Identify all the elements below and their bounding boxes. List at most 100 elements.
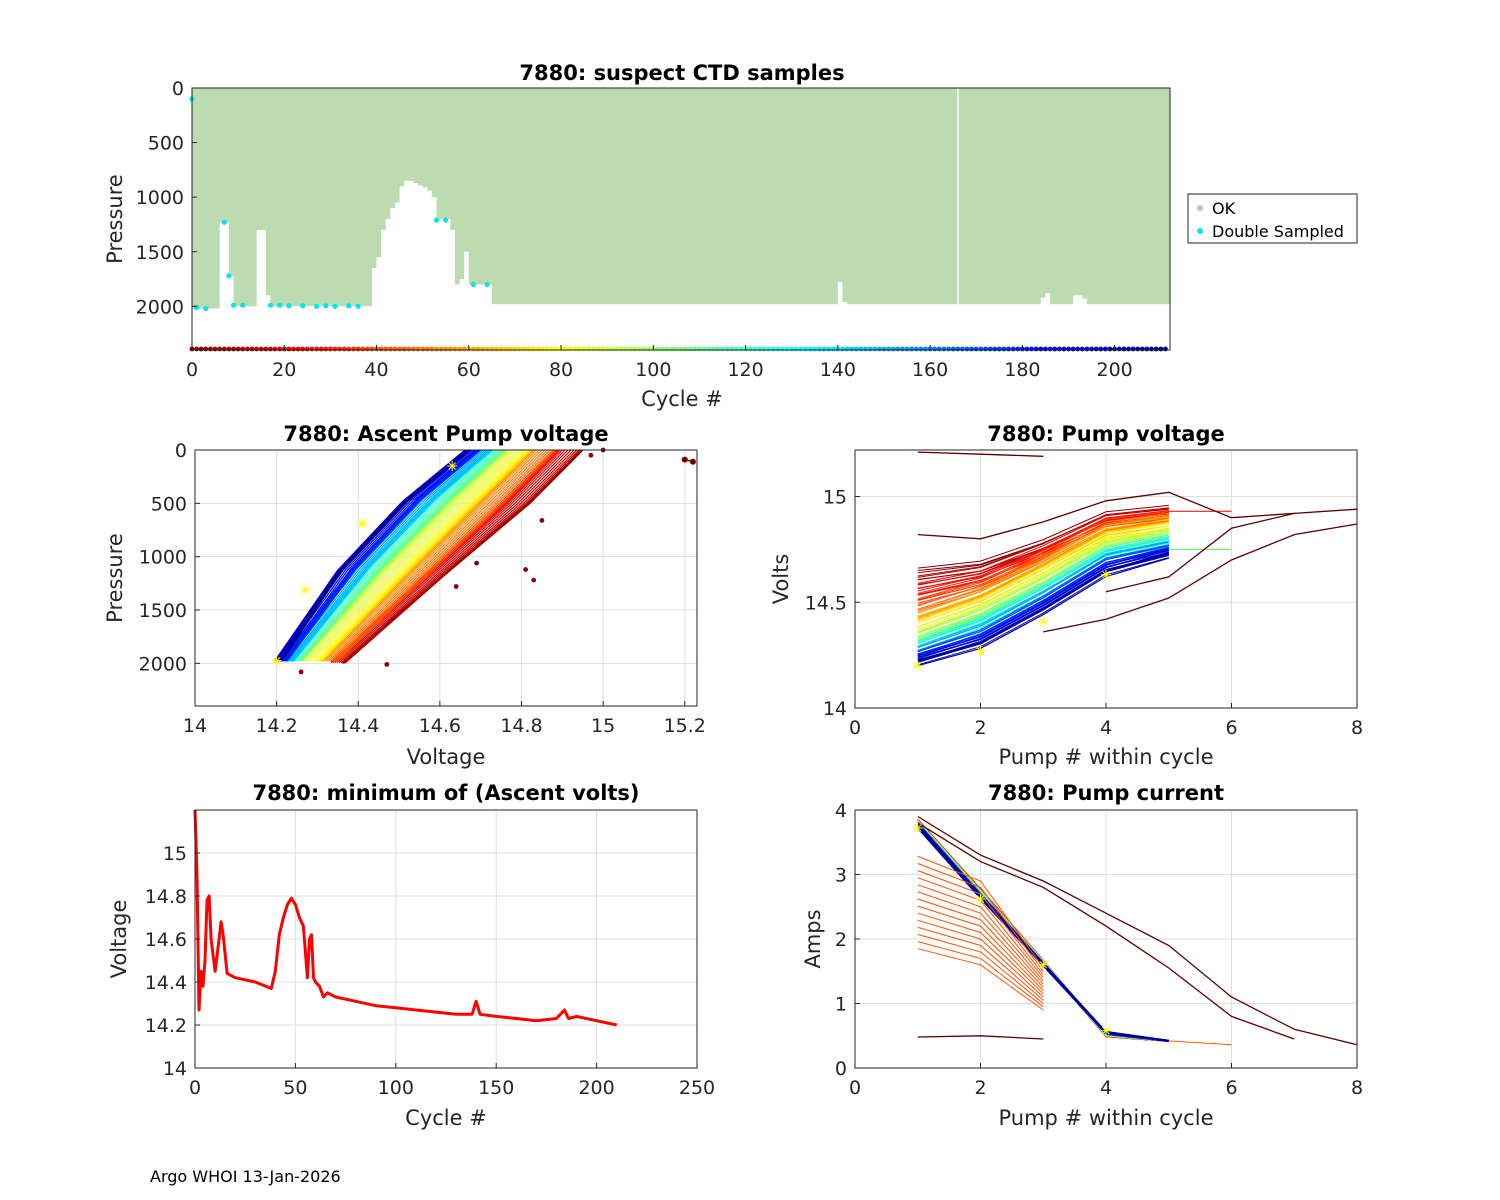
- cycle-color-dot: [641, 346, 647, 352]
- ascent-profile-line: [328, 449, 543, 662]
- cycle-color-dot: [766, 346, 772, 352]
- legend-ok-marker: [1197, 205, 1203, 211]
- pumpv-xlabel: Pump # within cycle: [999, 745, 1214, 769]
- pumpv-cycle-line: [917, 532, 1169, 637]
- cycle-color-dot: [1126, 346, 1131, 352]
- minv-panel: 0 50 100 150 200 250 14 14.2 14.4 14.6 14.8 15 7880…: [107, 781, 715, 1130]
- cycle-color-dot: [697, 346, 702, 352]
- ctd-xlabel: Cycle #: [641, 387, 723, 411]
- footer-label: Argo WHOI 13-Jan-2026: [150, 1167, 341, 1186]
- ascent-profile-line: [300, 449, 505, 662]
- ascent-profile-line: [334, 449, 551, 662]
- legend-ok-label: OK: [1212, 199, 1236, 218]
- pumpc-early-low-line: [917, 891, 1044, 985]
- cycle-color-dot: [614, 346, 619, 352]
- ascent-profile-line: [289, 449, 489, 662]
- pumpc-xtick-label: 4: [1100, 1077, 1112, 1099]
- cycle-color-dot: [1061, 346, 1067, 352]
- minv-plot-area: [193, 809, 618, 1027]
- pumpv-xtick-label: 6: [1225, 717, 1237, 739]
- cycle-color-dot: [429, 346, 435, 352]
- cycle-color-dot: [212, 346, 218, 352]
- minv-xtick-label: 100: [378, 1077, 414, 1099]
- ascent-profile-line: [281, 449, 471, 662]
- pumpv-panel: 0 2 4 6 8 14 14.5 15 7880: Pump voltage Pump # …: [769, 422, 1363, 769]
- pumpv-cycle-line: [917, 516, 1169, 614]
- double-sampled-point: [484, 281, 490, 288]
- pumpc-latest-marker: [912, 823, 923, 834]
- cycle-color-dot: [1010, 346, 1016, 352]
- pumpc-early-low-line: [917, 934, 1044, 1004]
- minv-title: 7880: minimum of (Ascent volts): [252, 781, 639, 805]
- cycle-color-dot: [720, 346, 725, 352]
- cycle-color-dot: [895, 346, 901, 352]
- ascent-profile-line: [276, 449, 467, 662]
- ascent-profile-line: [283, 449, 477, 662]
- cycle-color-dot: [595, 346, 601, 352]
- cycle-color-dot: [277, 346, 283, 352]
- minv-ylabel: Voltage: [107, 900, 131, 979]
- pumpv-xtick-label: 8: [1351, 717, 1363, 739]
- cycle-color-dot: [245, 346, 250, 352]
- cycle-color-dot: [1121, 346, 1127, 352]
- cycle-color-dot: [1135, 346, 1141, 352]
- cycle-color-dot: [332, 346, 338, 352]
- cycle-color-dot: [664, 346, 670, 352]
- pumpc-tail-line: [1168, 1040, 1232, 1046]
- minv-xtick-label: 250: [679, 1077, 715, 1099]
- cycle-color-dot: [747, 346, 753, 352]
- cycle-color-dot: [226, 346, 232, 352]
- pumpv-ytick-label: 15: [823, 487, 847, 509]
- cycle-color-dot: [618, 346, 624, 352]
- pumpc-xlabel: Pump # within cycle: [999, 1106, 1214, 1130]
- pumpc-early-low-line: [917, 898, 1044, 988]
- cycle-color-dot: [987, 346, 993, 352]
- ascent-title: 7880: Ascent Pump voltage: [283, 422, 608, 446]
- ascent-profile-line: [285, 449, 484, 662]
- pumpc-xtick-label: 2: [974, 1077, 986, 1099]
- pumpv-cycle-line: [917, 552, 1169, 662]
- pumpv-latest-marker: [975, 645, 986, 656]
- ascent-profile-line: [343, 449, 580, 664]
- cycle-color-dot: [406, 346, 412, 352]
- pumpv-cycle-line: [917, 523, 1169, 624]
- cycle-color-dot: [309, 346, 315, 352]
- pumpv-cycle-line: [917, 546, 1169, 655]
- ascent-profile-line: [323, 449, 537, 662]
- cycle-color-dot: [858, 346, 864, 352]
- cycle-color-dot: [660, 346, 665, 352]
- cycle-color-dot: [346, 346, 352, 352]
- cycle-color-dot: [208, 346, 213, 352]
- ascent-profile-line: [295, 449, 500, 662]
- cycle-color-dot: [844, 346, 850, 352]
- cycle-color-dot: [272, 346, 278, 352]
- cycle-color-dot: [1144, 346, 1150, 352]
- cycle-color-dot: [646, 346, 652, 352]
- cycle-color-dot: [480, 346, 485, 352]
- pumpc-early-line: [917, 1035, 1044, 1040]
- cycle-color-dot: [687, 346, 693, 352]
- cycle-color-dot: [1153, 346, 1159, 352]
- cycle-color-dot: [517, 346, 522, 352]
- pumpv-cycle-line: [917, 512, 1169, 607]
- cycle-color-dot: [1006, 346, 1011, 352]
- ascent-profile-line: [301, 449, 509, 662]
- cycle-color-dot: [890, 346, 896, 352]
- ascent-profile-line: [320, 449, 531, 662]
- ascent-profile-line: [279, 449, 473, 662]
- cycle-color-dot: [392, 346, 398, 352]
- double-sampled-point: [286, 303, 292, 309]
- pumpv-cycle-line: [917, 548, 1169, 657]
- cycle-color-dot: [1056, 346, 1062, 352]
- cycle-color-dot: [724, 346, 730, 352]
- cycle-color-dot: [1024, 346, 1030, 352]
- legend-double-label: Double Sampled: [1212, 222, 1344, 241]
- double-sampled-point: [470, 281, 476, 288]
- cycle-color-dot: [789, 346, 795, 352]
- ascent-ylabel: Pressure: [103, 533, 127, 623]
- cycle-color-dot: [886, 346, 891, 352]
- pumpv-cycle-line: [917, 525, 1169, 628]
- cycle-color-dot: [235, 346, 241, 352]
- cycle-color-dot: [817, 346, 822, 352]
- pumpc-early-low-line: [917, 855, 1044, 969]
